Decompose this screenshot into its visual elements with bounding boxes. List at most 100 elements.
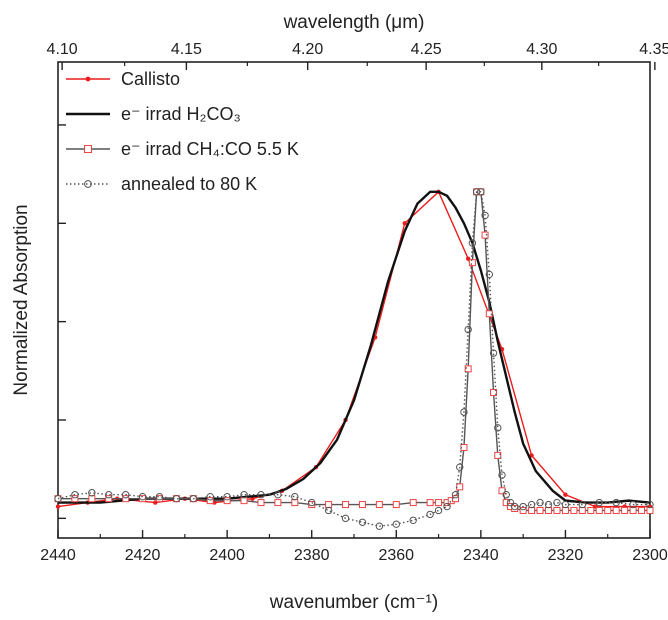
data-point: [638, 506, 646, 514]
x-axis-title: wavenumber (cm⁻¹): [269, 592, 438, 613]
data-point: [71, 491, 79, 499]
legend-label: Callisto: [121, 69, 180, 89]
data-point: [510, 502, 519, 511]
series-line: [57, 191, 650, 527]
series-3: [54, 188, 654, 514]
bottom-axis-ticks: 2440 2420 2400 2380 2360 2340 2320 2300: [40, 530, 668, 564]
legend-marker: [84, 180, 92, 188]
legend-marker: [84, 145, 92, 153]
data-point: [506, 498, 515, 507]
data-point: [460, 408, 468, 416]
data-point: [536, 498, 544, 507]
legend-marker: [85, 76, 91, 82]
x-tick-label: 2440: [40, 547, 76, 564]
data-point: [426, 499, 434, 507]
legend-label: e⁻ irrad CH₄:CO 5.5 K: [121, 139, 299, 159]
data-point: [155, 492, 164, 501]
data-point: [570, 506, 578, 514]
data-point: [223, 497, 231, 505]
data-point: [358, 518, 367, 526]
data-point: [451, 491, 460, 499]
x-tick-label: 2300: [632, 547, 668, 564]
data-point: [274, 499, 282, 507]
legend-label: annealed to 80 K: [121, 174, 257, 194]
data-point: [257, 499, 265, 507]
y-axis-title: Normalized Absorption: [11, 204, 32, 395]
legend-item: annealed to 80 K: [66, 174, 257, 194]
data-point: [88, 489, 96, 497]
data-point: [612, 506, 620, 514]
data-point: [121, 491, 130, 499]
data-point: [341, 514, 350, 523]
data-point: [456, 483, 464, 491]
data-point: [502, 491, 510, 499]
data-point: [240, 491, 248, 499]
plot-frame: [57, 61, 651, 539]
data-point: [426, 510, 434, 519]
data-point: [189, 494, 198, 503]
legend: Callisto e⁻ irrad H₂CO₃ e⁻ irrad CH₄:CO 5.…: [66, 69, 299, 194]
data-point: [358, 501, 366, 509]
data-point: [223, 492, 231, 501]
data-point: [325, 501, 333, 509]
data-point: [472, 188, 481, 196]
data-point: [54, 494, 62, 503]
x2-tick-label: 4.20: [292, 41, 323, 58]
data-point: [646, 500, 654, 509]
data-point: [392, 501, 400, 509]
x-tick-label: 2380: [294, 547, 330, 564]
data-point: [545, 506, 553, 514]
data-point: [604, 506, 612, 514]
x2-tick-label: 4.10: [47, 41, 78, 58]
x2-tick-label: 4.30: [526, 41, 557, 58]
x2-axis-title: wavelength (μm): [283, 12, 425, 33]
data-point: [536, 506, 544, 514]
data-point: [494, 451, 502, 459]
data-point: [308, 498, 316, 507]
data-point: [553, 498, 561, 507]
data-point: [468, 259, 476, 267]
data-point: [544, 500, 553, 509]
data-point: [578, 506, 586, 514]
data-point: [519, 502, 527, 511]
data-point: [206, 497, 214, 505]
data-point: [324, 506, 333, 515]
data-point: [402, 221, 407, 226]
series-1: [55, 189, 653, 509]
data-point: [105, 491, 113, 499]
series-layer: [54, 188, 654, 530]
data-point: [578, 500, 587, 509]
data-point: [443, 502, 451, 511]
data-point: [240, 497, 248, 505]
x2-tick-label: 4.35: [639, 41, 668, 58]
series-line: [58, 191, 650, 512]
data-point: [464, 365, 472, 373]
data-point: [375, 522, 384, 530]
data-point: [481, 231, 489, 239]
data-point: [434, 506, 443, 515]
legend-item: Callisto: [66, 69, 180, 89]
data-point: [138, 492, 147, 501]
data-point: [274, 491, 282, 499]
x-tick-label: 2400: [209, 547, 245, 564]
data-point: [502, 499, 510, 507]
data-point: [71, 495, 79, 503]
data-point: [519, 506, 527, 514]
x-tick-label: 2420: [125, 547, 161, 564]
data-point: [409, 516, 417, 524]
data-point: [485, 310, 493, 318]
data-point: [529, 453, 534, 458]
series-line: [58, 190, 651, 504]
data-point: [468, 239, 477, 247]
data-point: [629, 506, 637, 514]
data-point: [490, 388, 498, 396]
data-point: [561, 500, 570, 509]
data-point: [477, 188, 485, 196]
data-point: [587, 506, 595, 514]
data-point: [481, 211, 489, 220]
data-point: [122, 495, 130, 503]
data-point: [172, 494, 181, 503]
legend-item: e⁻ irrad CH₄:CO 5.5 K: [66, 139, 299, 159]
data-point: [498, 487, 506, 495]
